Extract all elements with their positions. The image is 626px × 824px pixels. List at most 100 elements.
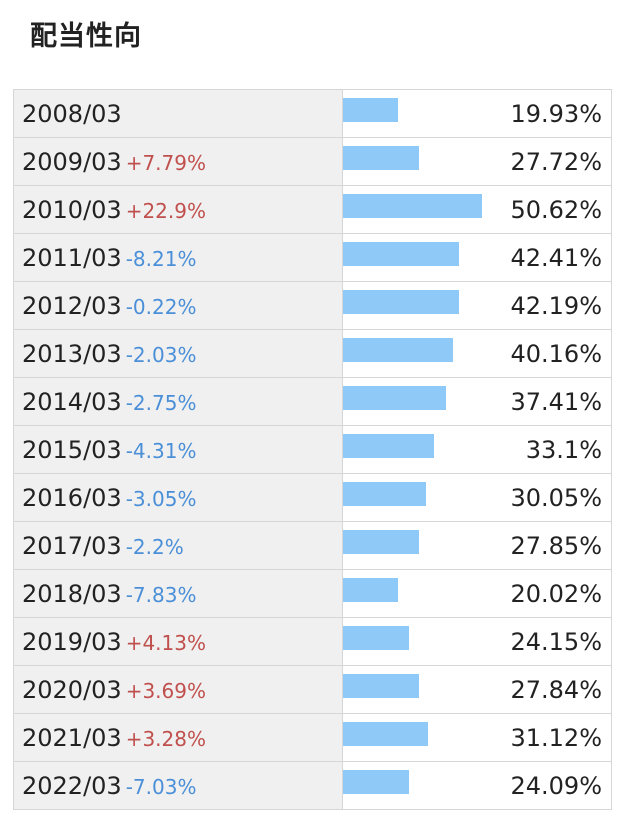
payout-bar [343, 530, 419, 554]
bar-cell: 30.05% [342, 473, 612, 522]
year-label: 2016/03 [22, 483, 122, 512]
bar-cell: 42.19% [342, 281, 612, 330]
value-label: 42.19% [510, 292, 602, 320]
bar-cell: 40.16% [342, 329, 612, 378]
year-label: 2014/03 [22, 387, 122, 416]
bar-cell: 27.72% [342, 137, 612, 186]
year-cell: 2018/03 -7.83% [13, 569, 343, 618]
payout-bar [343, 338, 453, 362]
payout-bar [343, 578, 398, 602]
payout-bar [343, 482, 426, 506]
bar-cell: 19.93% [342, 89, 612, 138]
value-label: 27.84% [510, 676, 602, 704]
table-row: 2009/03 +7.79% 27.72% [13, 137, 612, 186]
table-row: 2018/03 -7.83% 20.02% [13, 569, 612, 618]
payout-bar [343, 722, 428, 746]
page-title: 配当性向 [30, 21, 142, 52]
year-label: 2013/03 [22, 339, 122, 368]
bar-cell: 20.02% [342, 569, 612, 618]
year-cell: 2012/03 -0.22% [13, 281, 343, 330]
value-label: 27.72% [510, 148, 602, 176]
table-row: 2017/03 -2.2% 27.85% [13, 521, 612, 570]
table-row: 2015/03 -4.31% 33.1% [13, 425, 612, 474]
table-row: 2019/03 +4.13% 24.15% [13, 617, 612, 666]
value-label: 40.16% [510, 340, 602, 368]
value-label: 30.05% [510, 484, 602, 512]
year-label: 2021/03 [22, 723, 122, 752]
change-label: +3.28% [125, 726, 206, 751]
payout-bar [343, 98, 398, 122]
table-row: 2013/03 -2.03% 40.16% [13, 329, 612, 378]
year-cell: 2019/03 +4.13% [13, 617, 343, 666]
value-label: 24.09% [510, 772, 602, 800]
change-label: -7.03% [125, 774, 197, 799]
payout-bar [343, 242, 459, 266]
bar-cell: 24.09% [342, 761, 612, 810]
change-label: -8.21% [125, 246, 197, 271]
change-label: -2.03% [125, 342, 197, 367]
year-label: 2022/03 [22, 771, 122, 800]
value-label: 42.41% [510, 244, 602, 272]
table-row: 2020/03 +3.69% 27.84% [13, 665, 612, 714]
year-label: 2017/03 [22, 531, 122, 560]
change-label: -7.83% [125, 582, 197, 607]
value-label: 37.41% [510, 388, 602, 416]
table-row: 2021/03 +3.28% 31.12% [13, 713, 612, 762]
value-label: 27.85% [510, 532, 602, 560]
table-row: 2010/03 +22.9% 50.62% [13, 185, 612, 234]
change-label: -2.2% [125, 534, 184, 559]
payout-bar [343, 146, 419, 170]
year-cell: 2008/03 [13, 89, 343, 138]
table-row: 2016/03 -3.05% 30.05% [13, 473, 612, 522]
change-label: +7.79% [125, 150, 206, 175]
value-label: 20.02% [510, 580, 602, 608]
payout-ratio-table: 2008/03 19.93% 2009/03 +7.79% 27.72% 2010/03 +… [13, 89, 612, 810]
value-label: 19.93% [510, 100, 602, 128]
year-cell: 2015/03 -4.31% [13, 425, 343, 474]
year-cell: 2020/03 +3.69% [13, 665, 343, 714]
year-cell: 2016/03 -3.05% [13, 473, 343, 522]
year-label: 2018/03 [22, 579, 122, 608]
table-row: 2022/03 -7.03% 24.09% [13, 761, 612, 810]
bar-cell: 27.84% [342, 665, 612, 714]
change-label: +4.13% [125, 630, 206, 655]
change-label: +3.69% [125, 678, 206, 703]
bar-cell: 24.15% [342, 617, 612, 666]
year-label: 2008/03 [22, 99, 122, 128]
year-cell: 2022/03 -7.03% [13, 761, 343, 810]
year-cell: 2013/03 -2.03% [13, 329, 343, 378]
payout-bar [343, 194, 482, 218]
year-cell: 2021/03 +3.28% [13, 713, 343, 762]
year-label: 2019/03 [22, 627, 122, 656]
value-label: 50.62% [510, 196, 602, 224]
year-cell: 2011/03 -8.21% [13, 233, 343, 282]
year-label: 2009/03 [22, 147, 122, 176]
change-label: -3.05% [125, 486, 197, 511]
table-row: 2011/03 -8.21% 42.41% [13, 233, 612, 282]
payout-bar [343, 626, 409, 650]
value-label: 24.15% [510, 628, 602, 656]
payout-bar [343, 674, 419, 698]
payout-bar [343, 386, 446, 410]
bar-cell: 33.1% [342, 425, 612, 474]
change-label: -2.75% [125, 390, 197, 415]
year-label: 2010/03 [22, 195, 122, 224]
bar-cell: 31.12% [342, 713, 612, 762]
year-cell: 2017/03 -2.2% [13, 521, 343, 570]
bar-cell: 50.62% [342, 185, 612, 234]
value-label: 33.1% [525, 436, 602, 464]
table-row: 2008/03 19.93% [13, 89, 612, 138]
bar-cell: 37.41% [342, 377, 612, 426]
change-label: +22.9% [125, 198, 206, 223]
payout-bar [343, 434, 434, 458]
year-label: 2012/03 [22, 291, 122, 320]
year-cell: 2010/03 +22.9% [13, 185, 343, 234]
year-label: 2020/03 [22, 675, 122, 704]
year-cell: 2009/03 +7.79% [13, 137, 343, 186]
bar-cell: 42.41% [342, 233, 612, 282]
table-row: 2012/03 -0.22% 42.19% [13, 281, 612, 330]
payout-bar [343, 290, 459, 314]
value-label: 31.12% [510, 724, 602, 752]
payout-bar [343, 770, 409, 794]
payout-ratio-rows: 2008/03 19.93% 2009/03 +7.79% 27.72% 2010/03 +… [13, 89, 612, 810]
